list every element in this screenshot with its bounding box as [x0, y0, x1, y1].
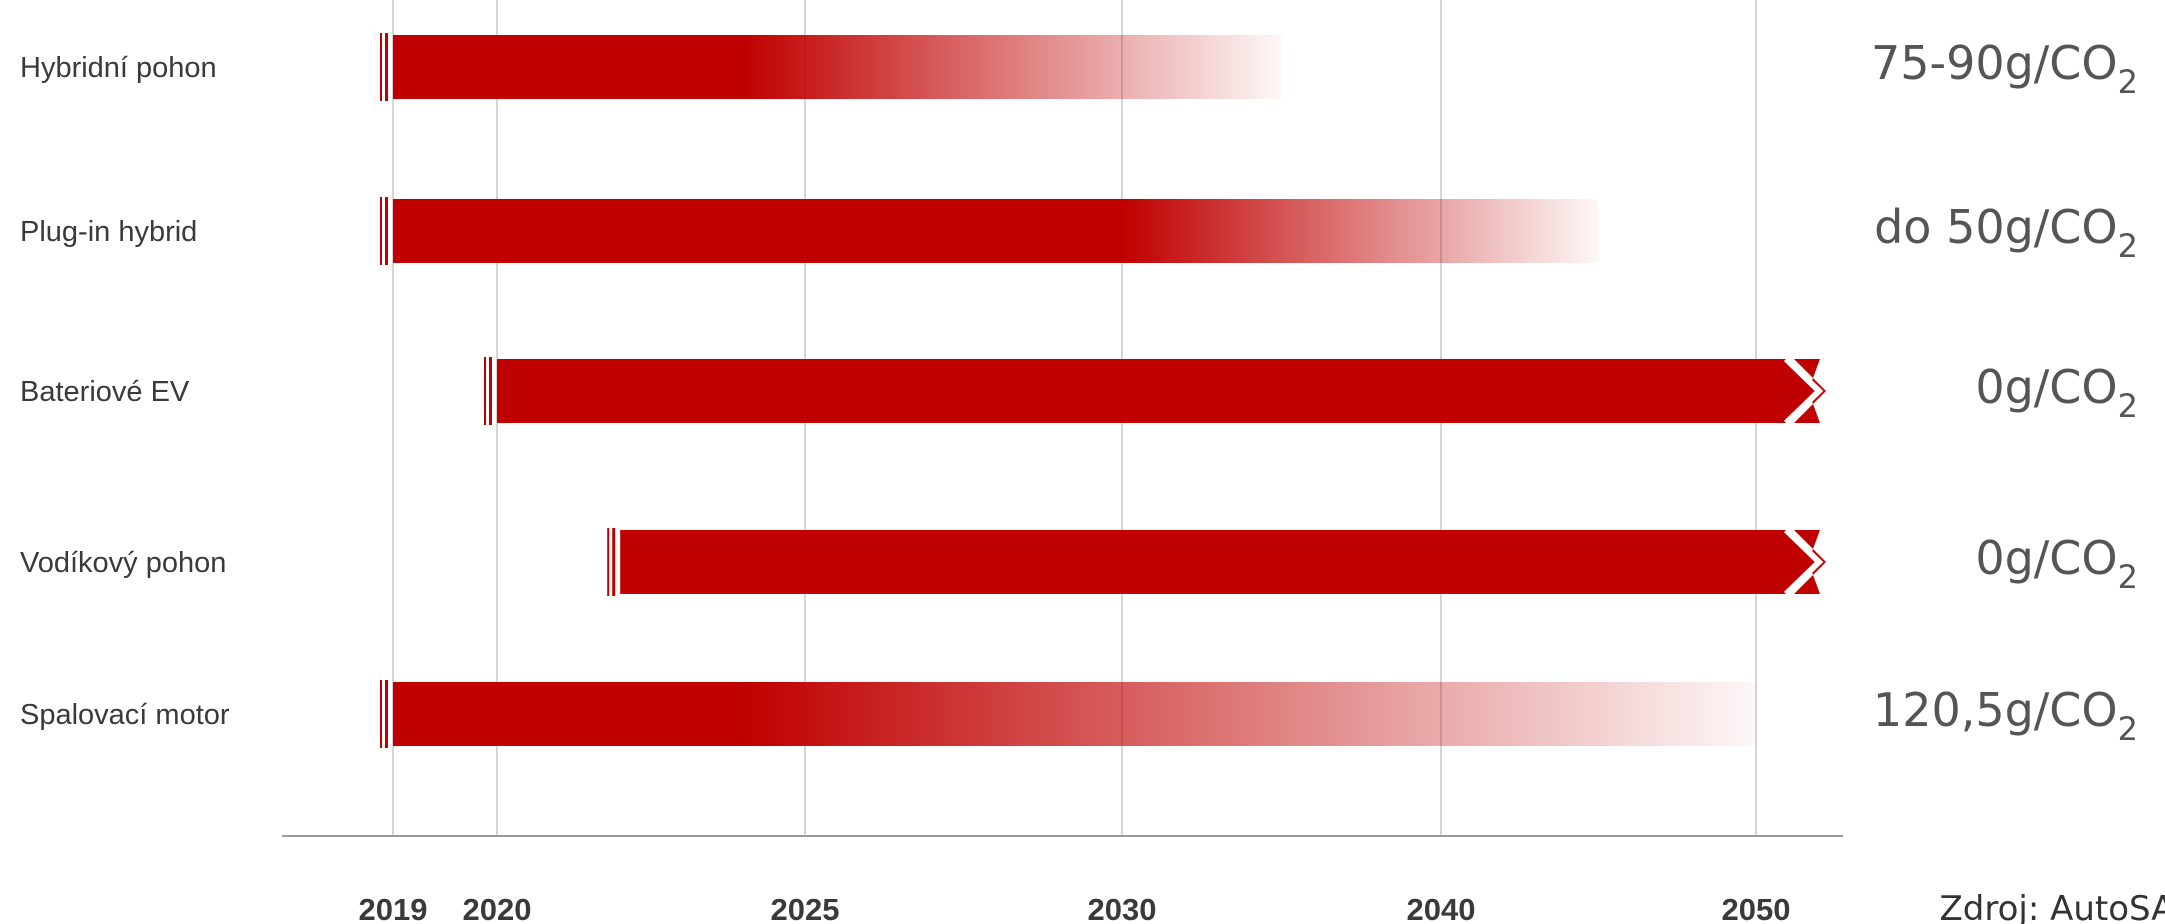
timeline-row: Spalovací motor 120,5g/CO2 — [20, 680, 2138, 748]
row-label: Vodíkový pohon — [20, 547, 226, 579]
timeline-row: Plug-in hybrid do 50g/CO2 — [20, 197, 2138, 265]
timeline-bar — [393, 682, 1756, 746]
timeline-bar — [393, 199, 1599, 263]
emission-label: 0g/CO2 — [1975, 531, 2138, 596]
emission-label: do 50g/CO2 — [1874, 200, 2138, 265]
timeline-row: Hybridní pohon 75-90g/CO2 — [20, 33, 2138, 101]
timeline-rows: Hybridní pohon 75-90g/CO2 Plug-in hybrid do… — [20, 33, 2138, 748]
x-tick-label: 2020 — [463, 892, 532, 924]
x-axis-ticks: 2019 2020 2025 2030 2040 2050 — [359, 892, 1791, 924]
x-tick-label: 2030 — [1088, 892, 1157, 924]
x-tick-label: 2050 — [1722, 892, 1791, 924]
row-label: Plug-in hybrid — [20, 216, 197, 248]
x-tick-label: 2025 — [771, 892, 840, 924]
arrow-gap — [1783, 356, 1824, 426]
bar-start-tick — [385, 33, 388, 101]
emission-label: 120,5g/CO2 — [1873, 683, 2138, 748]
emission-label: 75-90g/CO2 — [1871, 36, 2138, 101]
emission-label: 0g/CO2 — [1975, 360, 2138, 425]
bar-start-tick — [385, 197, 388, 265]
x-tick-label: 2040 — [1407, 892, 1476, 924]
arrow-head — [1794, 530, 1826, 594]
timeline-row: Vodíkový pohon 0g/CO2 — [20, 527, 2138, 597]
bar-start-tick — [380, 197, 382, 265]
bar-start-tick — [385, 680, 388, 748]
row-label: Bateriové EV — [20, 376, 190, 408]
timeline-row: Bateriové EV 0g/CO2 — [20, 356, 2138, 426]
arrow-gap — [1783, 527, 1824, 597]
timeline-bar — [497, 359, 1764, 423]
arrow-head — [1794, 359, 1826, 423]
timeline-bar — [393, 35, 1282, 99]
source-note: Zdroj: AutoSAP — [1939, 889, 2165, 924]
bar-start-tick — [484, 357, 486, 425]
bar-start-tick — [380, 680, 382, 748]
arrow-body — [1758, 530, 1819, 594]
row-label: Hybridní pohon — [20, 52, 217, 84]
timeline-bar — [620, 530, 1765, 594]
bar-start-tick — [489, 357, 492, 425]
arrow-body — [1758, 359, 1819, 423]
row-label: Spalovací motor — [20, 699, 230, 731]
bar-start-tick — [607, 528, 610, 596]
bar-start-tick — [380, 33, 382, 101]
bar-start-tick — [612, 528, 616, 596]
x-tick-label: 2019 — [359, 892, 428, 924]
